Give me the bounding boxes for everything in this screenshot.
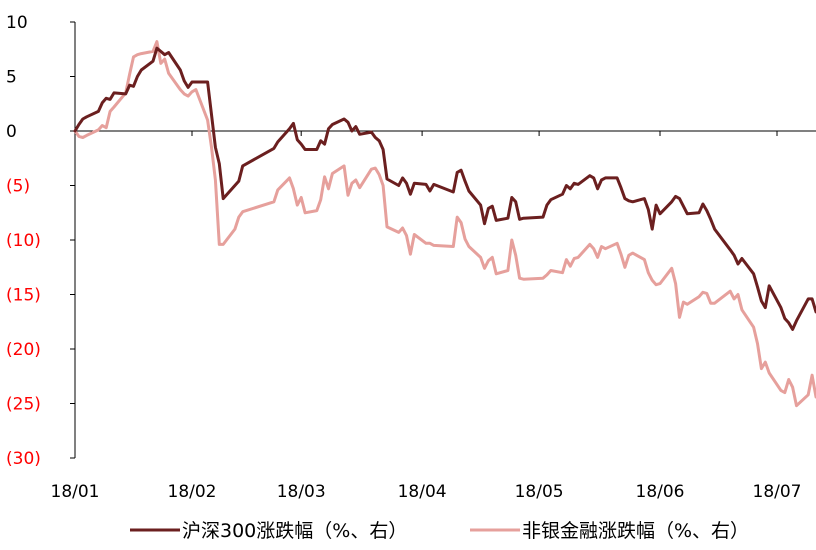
x-tick-label: 18/02 [168, 482, 217, 502]
x-tick-label: 18/03 [277, 482, 326, 502]
legend: 沪深300涨跌幅（%、右） 非银金融涨跌幅（%、右） [130, 520, 749, 542]
y-tick-label: (20) [6, 340, 41, 360]
y-tick-label: (10) [6, 231, 41, 251]
series-line-2 [75, 42, 816, 406]
x-tick-label: 18/05 [515, 482, 564, 502]
y-axis: 10 5 0 (5) (10) (15) (20) (25) (30) [6, 13, 75, 469]
y-tick-label: (30) [6, 449, 41, 469]
y-tick-label: 10 [6, 13, 28, 33]
series-lines [75, 42, 816, 406]
y-tick-label: (5) [6, 177, 30, 197]
x-tick-label: 18/07 [753, 482, 802, 502]
x-tick-label: 18/06 [636, 482, 685, 502]
y-tick-label: 0 [6, 122, 17, 142]
x-tick-label: 18/04 [398, 482, 447, 502]
y-tick-label: (25) [6, 395, 41, 415]
legend-label: 非银金融涨跌幅（%、右） [522, 520, 749, 542]
x-tick-label: 18/01 [51, 482, 100, 502]
series-line-1 [75, 48, 816, 329]
y-tick-label: (15) [6, 286, 41, 306]
legend-label: 沪深300涨跌幅（%、右） [182, 520, 407, 542]
y-tick-label: 5 [6, 68, 17, 88]
